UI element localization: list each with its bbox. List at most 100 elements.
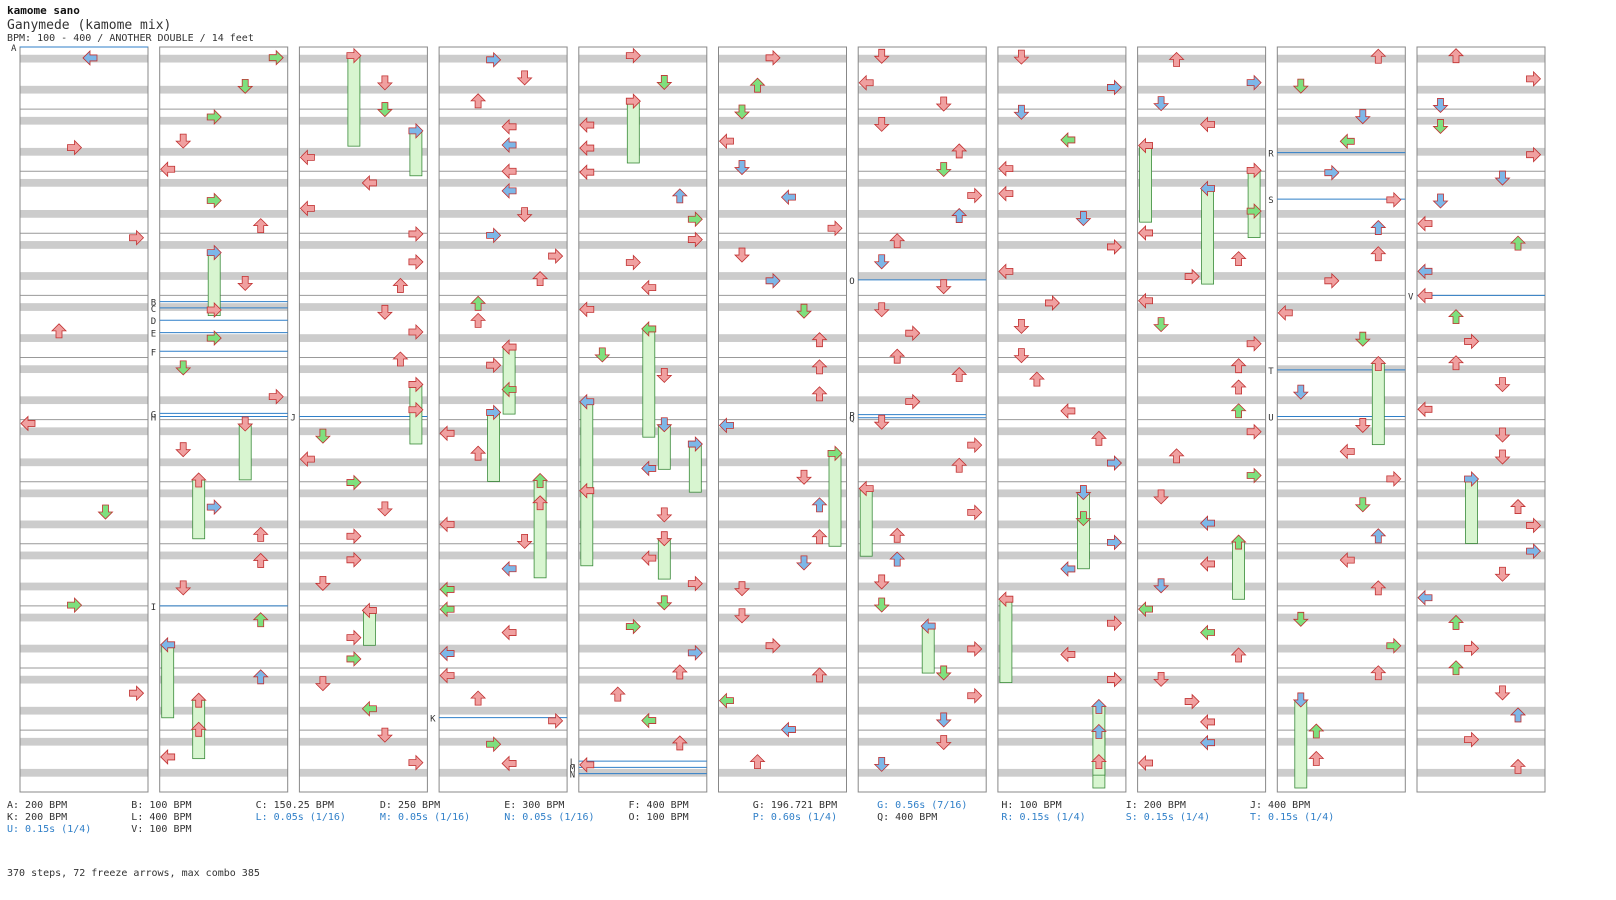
step-arrow [252,218,269,234]
step-arrow [1075,485,1092,501]
step-arrow [1230,251,1247,267]
step-arrow [594,347,611,363]
beat-stripe [1277,613,1406,622]
step-arrow [346,629,362,646]
step-arrow [1308,750,1325,766]
step-arrow [811,386,828,402]
freeze-bar [1201,188,1214,285]
beat-stripe [858,706,987,715]
step-arrow [470,445,487,461]
step-arrow [656,531,673,547]
beat-stripe [997,85,1126,94]
beat-stripe [1137,54,1266,63]
step-arrow [734,247,750,263]
beat-stripe [1277,458,1406,467]
step-arrow [1200,515,1215,532]
beat-stripe [997,644,1126,653]
beat-stripe [159,427,288,436]
beat-stripe [997,116,1126,125]
step-arrow [82,49,98,66]
beat-stripe [718,178,847,187]
step-arrow [97,504,114,520]
step-arrow [548,248,564,265]
step-arrow [935,712,952,728]
beat-stripe [159,334,288,342]
step-arrow [1246,335,1262,352]
step-arrow [346,650,362,667]
step-arrow [129,229,145,246]
beat-stripe [718,427,847,436]
step-arrow [671,188,688,204]
step-arrow [1386,637,1402,654]
freeze-bar [347,55,361,147]
step-arrow [1107,238,1122,255]
beat-stripe [718,272,847,280]
beat-stripe [997,737,1126,746]
step-arrow [501,339,517,356]
step-arrow [1339,552,1355,569]
beat-stripe [20,210,148,218]
beat-stripe [159,613,288,622]
beat-stripe [1417,768,1545,777]
step-arrow [625,618,641,635]
step-arrow [656,507,673,523]
speed-marker-label: P [849,412,855,422]
beat-stripe [20,582,148,591]
beat-stripe [439,551,568,560]
freeze-bar [192,479,206,540]
step-arrow [1510,235,1526,251]
beat-stripe [578,272,707,280]
step-arrow [501,163,517,180]
legend-entry: I: 200 BPM [1125,800,1186,811]
beat-stripe [1137,147,1266,156]
beat-stripe [1277,737,1406,746]
step-arrow [905,393,921,410]
beat-stripe [1417,334,1545,342]
step-arrow [889,348,906,364]
beat-stripe [858,303,987,311]
beat-stripe [858,675,987,684]
step-arrow [1370,219,1387,235]
step-arrow [749,754,766,770]
step-arrow [625,93,641,110]
step-arrow [811,529,828,545]
step-arrow [734,608,750,624]
speed-marker-label: F [151,348,156,358]
beat-stripe [578,85,707,94]
step-arrow [1526,517,1542,534]
step-arrow [1370,528,1387,544]
step-arrow [734,104,750,120]
beat-stripe [1417,737,1545,746]
step-arrow [346,528,362,545]
beat-stripe [578,613,707,622]
step-arrow [579,482,595,499]
step-arrow [1200,555,1215,572]
step-arrow [579,301,595,318]
speed-marker-label: K [430,715,436,725]
freeze-bar [487,412,501,482]
step-arrow [873,116,890,132]
beat-stripe [439,644,568,653]
speed-marker-label: D [151,317,156,327]
step-arrow [780,721,796,738]
legend-entry: G: 0.56s (7/16) [877,800,968,811]
step-arrow [1308,723,1325,739]
beat-stripe [997,520,1126,529]
step-arrow [376,75,393,91]
step-arrow [873,574,890,590]
beat-stripe [20,396,148,405]
speed-marker-label: B [151,299,156,309]
legend-entry: M: 0.05s (1/16) [379,812,471,823]
step-arrow [175,442,192,458]
step-arrow [935,665,952,681]
step-arrow [376,304,393,320]
beat-stripe [159,116,288,125]
chart-column-border [997,46,1127,793]
step-arrow [392,277,409,293]
beat-stripe [439,489,568,498]
beat-stripe [1417,675,1545,684]
legend-entry: B: 100 BPM [131,800,192,811]
step-arrow [1324,272,1340,289]
beat-stripe [20,365,148,374]
beat-stripe [718,54,847,63]
